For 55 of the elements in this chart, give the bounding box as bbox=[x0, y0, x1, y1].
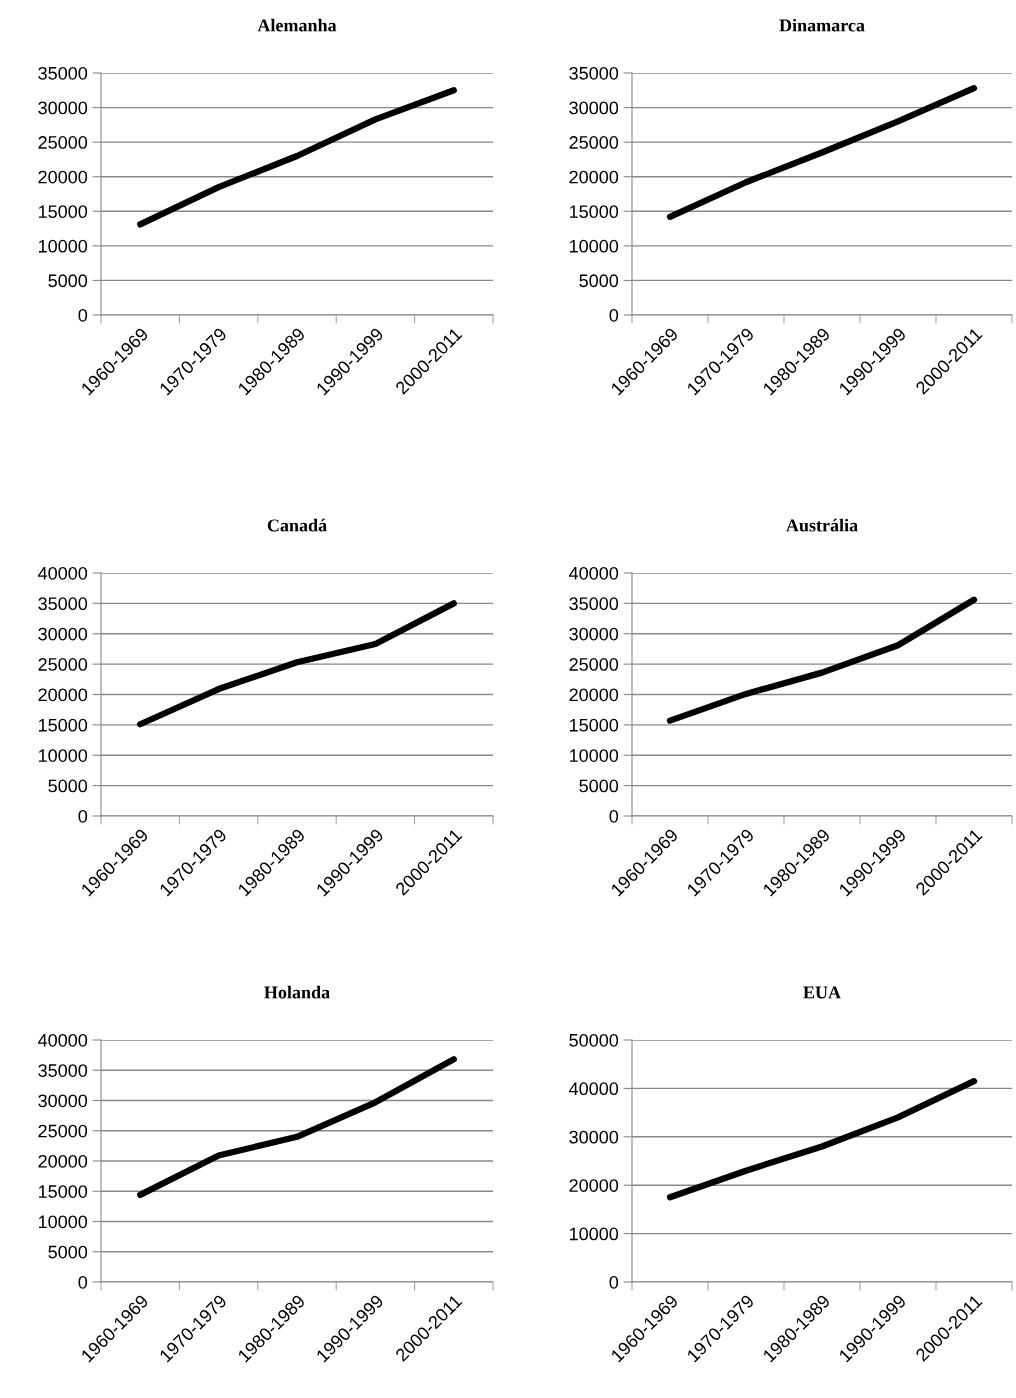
y-tick-label: 35000 bbox=[38, 66, 88, 80]
y-tick-label: 10000 bbox=[569, 239, 619, 253]
y-tick-label: 20000 bbox=[569, 1179, 619, 1192]
y-tick-label: 25000 bbox=[38, 1124, 88, 1138]
y-tick-label: 20000 bbox=[569, 688, 619, 702]
chart-title: Alemanha bbox=[257, 18, 337, 32]
y-tick-label: 10000 bbox=[38, 749, 88, 762]
y-tick-label: 0 bbox=[609, 1275, 619, 1289]
y-tick-label: 15000 bbox=[38, 205, 88, 219]
y-tick-label: 40000 bbox=[38, 1033, 88, 1047]
y-tick-label: 0 bbox=[78, 809, 88, 823]
y-tick-label: 0 bbox=[78, 308, 88, 322]
y-tick-label: 35000 bbox=[38, 1064, 88, 1077]
y-tick-label: 20000 bbox=[569, 170, 619, 184]
chart-title: Dinamarca bbox=[779, 18, 865, 32]
y-tick-label: 5000 bbox=[48, 779, 88, 793]
y-tick-label: 20000 bbox=[38, 170, 88, 184]
y-tick-label: 10000 bbox=[38, 239, 88, 253]
y-tick-label: 30000 bbox=[569, 101, 619, 115]
y-tick-label: 40000 bbox=[569, 1082, 619, 1096]
y-tick-label: 5000 bbox=[579, 779, 619, 793]
y-tick-label: 30000 bbox=[38, 1094, 88, 1108]
y-tick-label: 20000 bbox=[38, 1154, 88, 1168]
chart-title: Austrália bbox=[786, 518, 858, 532]
y-tick-label: 10000 bbox=[38, 1215, 88, 1229]
y-tick-label: 35000 bbox=[38, 597, 88, 611]
y-tick-label: 15000 bbox=[569, 718, 619, 732]
chart-title: Canadá bbox=[267, 518, 327, 532]
y-tick-label: 10000 bbox=[569, 749, 619, 762]
y-tick-label: 0 bbox=[609, 308, 619, 322]
chart-title: Holanda bbox=[264, 985, 330, 999]
y-tick-label: 10000 bbox=[569, 1227, 619, 1241]
y-tick-label: 25000 bbox=[569, 136, 619, 149]
y-tick-label: 30000 bbox=[569, 1130, 619, 1144]
y-tick-label: 15000 bbox=[569, 205, 619, 219]
y-tick-label: 35000 bbox=[569, 597, 619, 611]
y-tick-label: 30000 bbox=[38, 101, 88, 115]
y-tick-label: 25000 bbox=[569, 658, 619, 671]
y-tick-label: 25000 bbox=[38, 658, 88, 671]
y-tick-label: 25000 bbox=[38, 136, 88, 149]
chart-title: EUA bbox=[803, 986, 841, 999]
y-tick-label: 0 bbox=[609, 809, 619, 823]
y-tick-label: 40000 bbox=[38, 566, 88, 580]
y-tick-label: 30000 bbox=[38, 627, 88, 641]
y-tick-label: 5000 bbox=[48, 274, 88, 288]
y-tick-label: 50000 bbox=[569, 1033, 619, 1047]
y-tick-label: 0 bbox=[78, 1275, 88, 1289]
y-tick-label: 15000 bbox=[38, 1185, 88, 1198]
y-tick-label: 30000 bbox=[569, 627, 619, 641]
y-tick-label: 20000 bbox=[38, 688, 88, 702]
y-tick-label: 15000 bbox=[38, 718, 88, 732]
y-tick-label: 35000 bbox=[569, 66, 619, 80]
y-tick-label: 40000 bbox=[569, 566, 619, 580]
y-tick-label: 5000 bbox=[48, 1245, 88, 1259]
y-tick-label: 5000 bbox=[579, 274, 619, 288]
